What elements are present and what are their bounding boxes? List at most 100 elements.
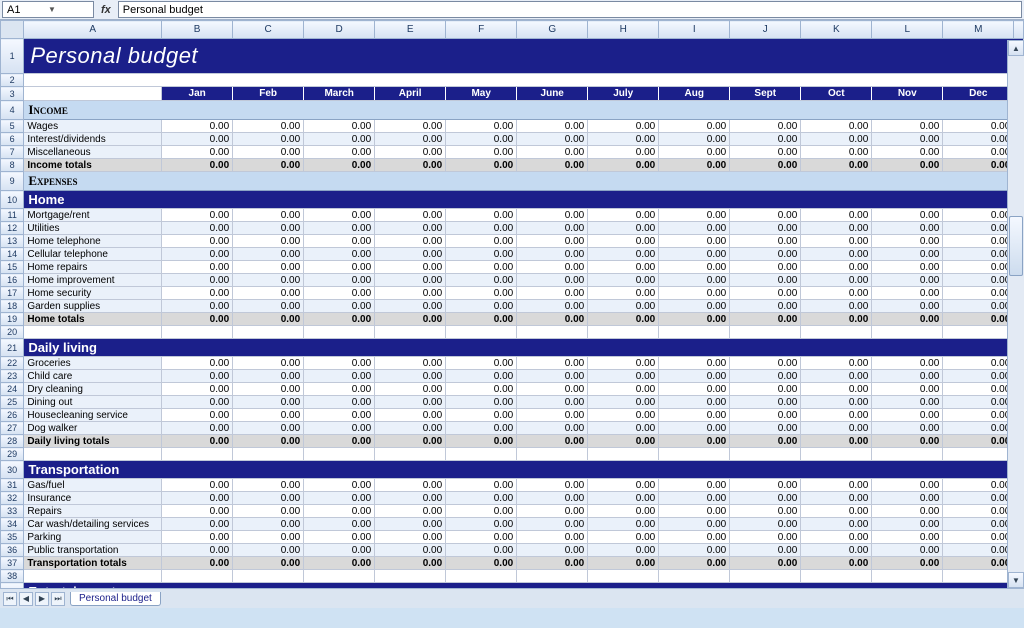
- cell[interactable]: 0.00: [446, 518, 517, 531]
- cell[interactable]: 0.00: [517, 313, 588, 326]
- cell[interactable]: [446, 448, 517, 461]
- cell[interactable]: 0.00: [730, 370, 801, 383]
- cell[interactable]: 0.00: [446, 261, 517, 274]
- cell[interactable]: [659, 326, 730, 339]
- cell[interactable]: 0.00: [588, 370, 659, 383]
- cell[interactable]: 0.00: [304, 120, 375, 133]
- cell[interactable]: 0.00: [872, 248, 943, 261]
- cell[interactable]: 0.00: [162, 209, 233, 222]
- cell[interactable]: 0.00: [517, 370, 588, 383]
- cell[interactable]: 0.00: [588, 396, 659, 409]
- cell[interactable]: 0.00: [730, 422, 801, 435]
- cell[interactable]: 0.00: [659, 544, 730, 557]
- row-header[interactable]: 14: [1, 248, 24, 261]
- row-header[interactable]: 31: [1, 479, 24, 492]
- cell[interactable]: 0.00: [730, 313, 801, 326]
- cell[interactable]: 0.00: [233, 300, 304, 313]
- cell[interactable]: 0.00: [588, 557, 659, 570]
- cell[interactable]: 0.00: [588, 133, 659, 146]
- cell[interactable]: 0.00: [233, 274, 304, 287]
- cell[interactable]: 0.00: [730, 300, 801, 313]
- cell[interactable]: 0.00: [304, 261, 375, 274]
- cell[interactable]: [801, 570, 872, 583]
- cell[interactable]: 0.00: [588, 531, 659, 544]
- cell[interactable]: 0.00: [659, 159, 730, 172]
- cell[interactable]: 0.00: [659, 396, 730, 409]
- row-header[interactable]: 4: [1, 101, 24, 120]
- cell[interactable]: 0.00: [517, 287, 588, 300]
- cell[interactable]: [659, 448, 730, 461]
- cell[interactable]: 0.00: [304, 133, 375, 146]
- cell[interactable]: 0.00: [304, 222, 375, 235]
- row-header[interactable]: 33: [1, 505, 24, 518]
- cell[interactable]: 0.00: [233, 357, 304, 370]
- cell[interactable]: 0.00: [517, 492, 588, 505]
- cell[interactable]: [233, 448, 304, 461]
- cell[interactable]: 0.00: [943, 435, 1014, 448]
- cell[interactable]: 0.00: [801, 287, 872, 300]
- cell[interactable]: 0.00: [588, 422, 659, 435]
- cell[interactable]: 0.00: [730, 248, 801, 261]
- cell[interactable]: 0.00: [659, 422, 730, 435]
- row-header[interactable]: 9: [1, 172, 24, 191]
- cell[interactable]: 0.00: [446, 133, 517, 146]
- cell[interactable]: 0.00: [801, 274, 872, 287]
- cell[interactable]: 0.00: [304, 146, 375, 159]
- cell[interactable]: 0.00: [588, 383, 659, 396]
- scroll-track[interactable]: [1008, 56, 1024, 572]
- cell[interactable]: 0.00: [588, 544, 659, 557]
- cell[interactable]: 0.00: [304, 479, 375, 492]
- cell[interactable]: 0.00: [943, 383, 1014, 396]
- cell[interactable]: 0.00: [588, 120, 659, 133]
- cell[interactable]: 0.00: [872, 222, 943, 235]
- cell[interactable]: 0.00: [801, 479, 872, 492]
- cell[interactable]: 0.00: [730, 492, 801, 505]
- col-header[interactable]: G: [517, 21, 588, 39]
- cell[interactable]: 0.00: [446, 409, 517, 422]
- cell[interactable]: 0.00: [162, 422, 233, 435]
- cell[interactable]: 0.00: [801, 370, 872, 383]
- cell[interactable]: 0.00: [588, 209, 659, 222]
- cell[interactable]: 0.00: [162, 133, 233, 146]
- col-header[interactable]: B: [162, 21, 233, 39]
- cell[interactable]: [517, 448, 588, 461]
- row-header[interactable]: 19: [1, 313, 24, 326]
- cell[interactable]: 0.00: [801, 120, 872, 133]
- cell[interactable]: 0.00: [943, 133, 1014, 146]
- cell[interactable]: 0.00: [517, 422, 588, 435]
- cell[interactable]: 0.00: [588, 505, 659, 518]
- cell[interactable]: [24, 448, 162, 461]
- cell[interactable]: 0.00: [446, 492, 517, 505]
- cell[interactable]: 0.00: [730, 209, 801, 222]
- cell[interactable]: 0.00: [801, 235, 872, 248]
- cell[interactable]: 0.00: [730, 479, 801, 492]
- cell[interactable]: [304, 570, 375, 583]
- cell[interactable]: 0.00: [162, 261, 233, 274]
- cell[interactable]: 0.00: [162, 518, 233, 531]
- cell[interactable]: 0.00: [730, 274, 801, 287]
- cell[interactable]: 0.00: [304, 518, 375, 531]
- col-header[interactable]: A: [24, 21, 162, 39]
- cell[interactable]: 0.00: [446, 209, 517, 222]
- cell[interactable]: 0.00: [659, 248, 730, 261]
- row-header[interactable]: 6: [1, 133, 24, 146]
- row-header[interactable]: 20: [1, 326, 24, 339]
- col-header[interactable]: C: [233, 21, 304, 39]
- cell[interactable]: 0.00: [659, 261, 730, 274]
- scroll-up-button[interactable]: ▲: [1008, 40, 1024, 56]
- cell[interactable]: 0.00: [659, 274, 730, 287]
- cell[interactable]: 0.00: [233, 479, 304, 492]
- cell[interactable]: 0.00: [943, 479, 1014, 492]
- cell[interactable]: 0.00: [162, 120, 233, 133]
- cell[interactable]: 0.00: [162, 544, 233, 557]
- cell[interactable]: 0.00: [801, 357, 872, 370]
- cell[interactable]: 0.00: [517, 557, 588, 570]
- cell[interactable]: 0.00: [304, 370, 375, 383]
- cell[interactable]: 0.00: [943, 248, 1014, 261]
- cell[interactable]: [872, 448, 943, 461]
- cell[interactable]: 0.00: [588, 274, 659, 287]
- name-box[interactable]: A1 ▼: [2, 1, 94, 18]
- cell[interactable]: 0.00: [162, 396, 233, 409]
- row-header[interactable]: 16: [1, 274, 24, 287]
- cell[interactable]: 0.00: [233, 159, 304, 172]
